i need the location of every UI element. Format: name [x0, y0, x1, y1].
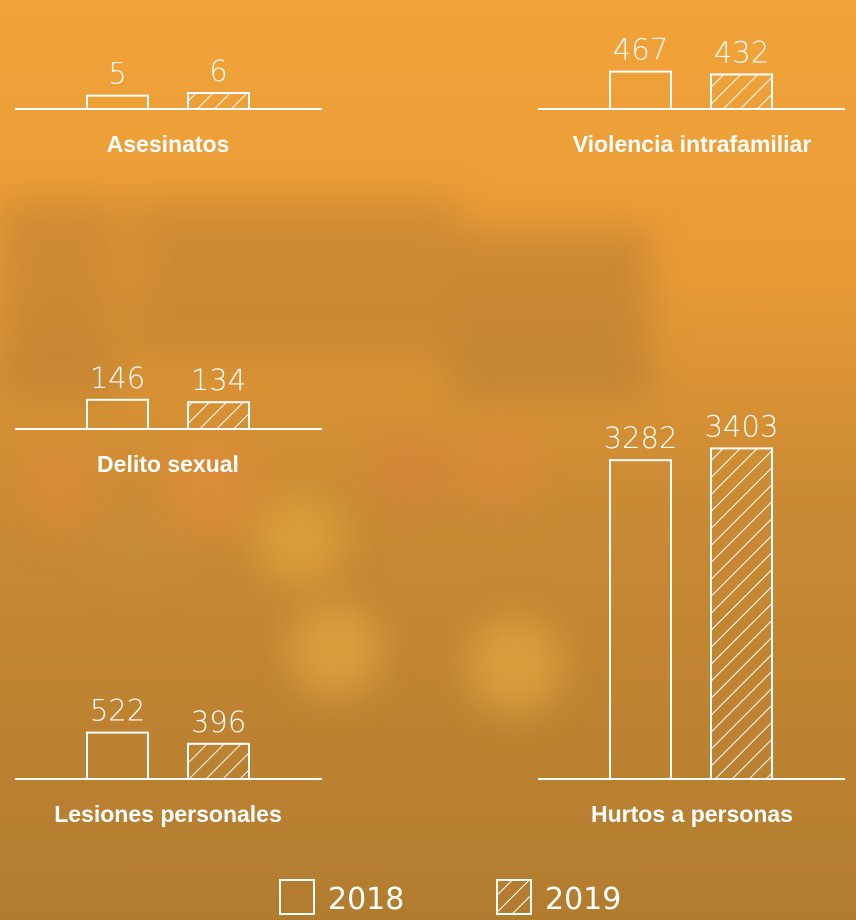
legend: 2018 2019 — [279, 879, 621, 917]
value-label: 432 — [714, 35, 769, 69]
value-label: 3403 — [705, 409, 779, 443]
background-bokeh — [0, 200, 650, 713]
chart-title: Violencia intrafamiliar — [573, 131, 812, 157]
bar — [187, 401, 250, 431]
value-label: 467 — [613, 33, 668, 67]
bar-chart: 146 134 Delito sexual — [15, 361, 322, 477]
bar-chart: 467 432 Violencia intrafamiliar — [538, 33, 845, 157]
bar-chart: 522 396 Lesiones personales — [15, 694, 322, 827]
value-label: 6 — [209, 54, 227, 88]
chart-title: Lesiones personales — [54, 801, 282, 827]
chart-title: Hurtos a personas — [591, 801, 793, 827]
value-label: 5 — [108, 57, 126, 91]
legend-label: 2019 — [545, 882, 621, 917]
legend-swatch — [496, 879, 532, 915]
value-label: 134 — [191, 363, 246, 397]
legend-swatch — [279, 879, 315, 915]
bar — [710, 73, 773, 111]
bar — [187, 742, 250, 780]
value-label: 146 — [90, 361, 145, 395]
chart-title: Delito sexual — [97, 451, 239, 477]
value-label: 396 — [191, 705, 246, 739]
bar — [710, 447, 773, 780]
bar-chart: 3282 3403 Hurtos a personas — [538, 409, 845, 827]
bar-chart: 5 6 Asesinatos — [15, 54, 322, 157]
value-label: 522 — [90, 694, 145, 728]
value-label: 3282 — [604, 421, 678, 455]
chart-title: Asesinatos — [107, 131, 230, 157]
bar — [187, 92, 250, 110]
legend-label: 2018 — [328, 882, 404, 917]
